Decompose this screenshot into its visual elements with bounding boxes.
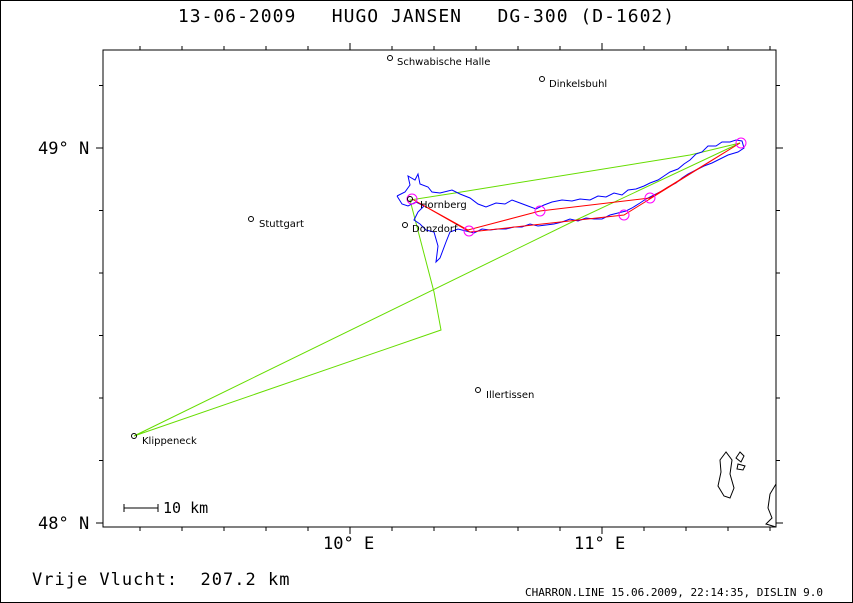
scale-bar-label: 10 km <box>163 499 209 517</box>
water-outlines <box>717 451 777 528</box>
turnpoint-circle <box>644 192 656 204</box>
map-ticks <box>96 43 783 534</box>
town-dot <box>475 387 481 393</box>
town-dot <box>407 196 413 202</box>
lon-label-11: 11° E <box>574 534 626 554</box>
town-label: Hornberg <box>420 200 467 211</box>
turnpoint-circle <box>463 225 475 237</box>
town-markers <box>131 55 545 439</box>
free-flight-label: Vrije Vlucht: <box>32 570 179 590</box>
lon-label-10: 10° E <box>323 534 375 554</box>
town-label: Illertissen <box>486 390 534 401</box>
town-labels: Schwabische Halle Dinkelsbuhl Stuttgart … <box>142 57 607 447</box>
turnpoint-markers <box>406 137 747 237</box>
town-dot <box>131 433 137 439</box>
credit-line: CHARRON.LINE 15.06.2009, 22:14:35, DISLI… <box>524 586 823 599</box>
town-dot <box>539 76 545 82</box>
turnpoint-circle <box>618 209 630 221</box>
flight-title: 13-06-2009 HUGO JANSEN DG-300 (D-1602) <box>0 6 853 27</box>
scale-bar <box>123 504 159 512</box>
task-leg-lines <box>133 142 741 437</box>
flight-date: 13-06-2009 <box>177 6 297 27</box>
lat-label-49: 49° N <box>38 139 90 159</box>
town-dot <box>248 216 254 222</box>
town-label: Stuttgart <box>259 219 304 230</box>
town-label: Klippeneck <box>142 436 197 447</box>
town-dot <box>387 55 393 61</box>
free-flight-distance: 207.2 km <box>200 570 291 590</box>
turnpoint-circle <box>735 137 747 149</box>
town-label: Schwabische Halle <box>397 57 490 68</box>
map-frame <box>102 49 777 528</box>
lat-label-48: 48° N <box>38 514 90 534</box>
optimized-route <box>411 142 741 233</box>
town-dot <box>402 222 408 228</box>
town-label: Donzdorf <box>412 224 458 235</box>
flight-track <box>396 139 745 264</box>
turnpoint-circle <box>534 205 546 217</box>
glider-name: DG-300 (D-1602) <box>497 6 676 27</box>
pilot-name: HUGO JANSEN <box>331 6 463 27</box>
free-flight-summary: Vrije Vlucht: 207.2 km <box>32 570 290 590</box>
town-label: Dinkelsbuhl <box>549 79 607 90</box>
